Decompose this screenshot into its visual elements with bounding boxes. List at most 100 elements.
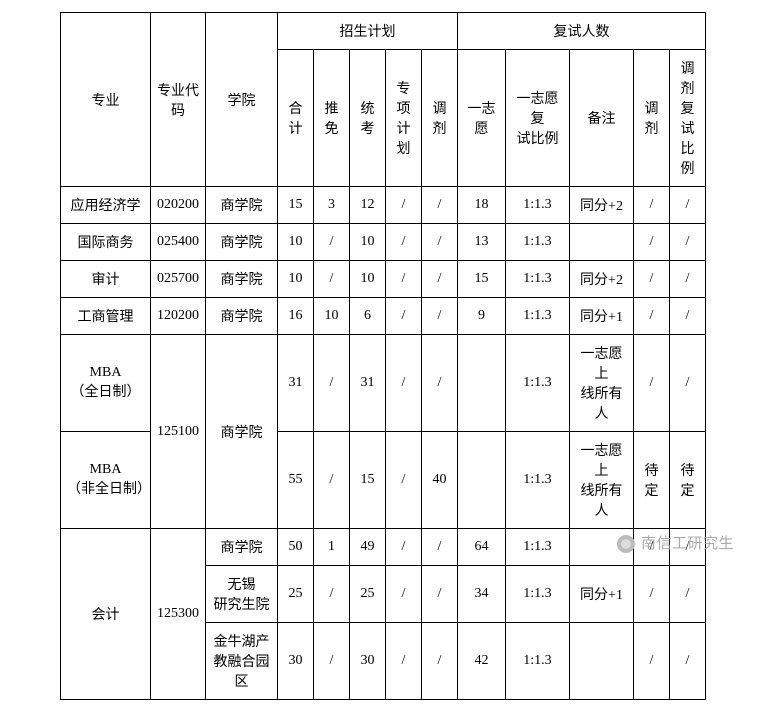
table-cell: 40	[422, 432, 458, 529]
table-cell: /	[422, 298, 458, 335]
table-cell: 金牛湖产教融合园区	[206, 623, 278, 700]
table-cell: 工商管理	[61, 298, 151, 335]
table-cell: 10	[350, 261, 386, 298]
th-remark: 备注	[570, 50, 634, 187]
table-cell: 应用经济学	[61, 187, 151, 224]
table-cell: 25	[350, 566, 386, 623]
table-cell: 国际商务	[61, 224, 151, 261]
table-cell: /	[670, 298, 706, 335]
table-cell: /	[670, 187, 706, 224]
table-cell: 15	[458, 261, 506, 298]
table-cell: /	[670, 224, 706, 261]
table-cell: /	[386, 566, 422, 623]
table-cell: 商学院	[206, 529, 278, 566]
table-cell: 15	[350, 432, 386, 529]
table-cell: /	[386, 261, 422, 298]
table-cell: 会计	[61, 529, 151, 700]
table-cell: 商学院	[206, 224, 278, 261]
table-cell: 一志愿上线所有人	[570, 432, 634, 529]
th-plan: 招生计划	[278, 13, 458, 50]
th-adjust: 调剂	[634, 50, 670, 187]
table-cell: /	[314, 224, 350, 261]
table-cell: 1:1.3	[506, 335, 570, 432]
table-cell	[570, 224, 634, 261]
th-major: 专业	[61, 13, 151, 187]
table-cell: /	[422, 224, 458, 261]
table-cell: 31	[350, 335, 386, 432]
table-cell: /	[386, 187, 422, 224]
table-cell: 商学院	[206, 335, 278, 529]
table-cell: 10	[314, 298, 350, 335]
table-cell: 15	[278, 187, 314, 224]
table-cell: 125300	[151, 529, 206, 700]
table-cell: 待定	[634, 432, 670, 529]
table-cell: 同分+2	[570, 261, 634, 298]
table-cell: 待定	[670, 432, 706, 529]
table-cell	[458, 432, 506, 529]
table-cell: 商学院	[206, 187, 278, 224]
table-cell: /	[314, 566, 350, 623]
table-cell: 30	[350, 623, 386, 700]
table-cell: /	[634, 298, 670, 335]
table-row: 会计125300商学院50149//641:1.3//	[61, 529, 706, 566]
th-plan-total: 合 计	[278, 50, 314, 187]
th-plan-adjust: 调剂	[422, 50, 458, 187]
th-plan-special: 专项计划	[386, 50, 422, 187]
table-cell: 020200	[151, 187, 206, 224]
table-cell: /	[634, 623, 670, 700]
table-cell: 31	[278, 335, 314, 432]
table-cell: 9	[458, 298, 506, 335]
table-cell: /	[422, 187, 458, 224]
table-cell: 无锡研究生院	[206, 566, 278, 623]
table-row: MBA（全日制）125100商学院31/31//1:1.3一志愿上线所有人//	[61, 335, 706, 432]
table-cell: 一志愿上线所有人	[570, 335, 634, 432]
table-cell: /	[670, 261, 706, 298]
table-cell: 1:1.3	[506, 187, 570, 224]
table-cell: /	[386, 224, 422, 261]
table-cell: /	[670, 566, 706, 623]
th-retest: 复试人数	[458, 13, 706, 50]
table-cell: MBA（非全日制）	[61, 432, 151, 529]
table-cell: /	[634, 335, 670, 432]
table-cell: 18	[458, 187, 506, 224]
th-college: 学院	[206, 13, 278, 187]
table-cell: 1:1.3	[506, 298, 570, 335]
table-cell: /	[422, 566, 458, 623]
table-cell: 120200	[151, 298, 206, 335]
table-cell: 30	[278, 623, 314, 700]
table-cell: 1:1.3	[506, 261, 570, 298]
table-cell: 16	[278, 298, 314, 335]
table-cell: 64	[458, 529, 506, 566]
table-cell: /	[422, 529, 458, 566]
table-cell: 42	[458, 623, 506, 700]
table-cell: /	[314, 623, 350, 700]
wechat-icon	[617, 535, 635, 553]
table-cell: 6	[350, 298, 386, 335]
table-cell: 025400	[151, 224, 206, 261]
th-first-ratio: 一志愿复试比例	[506, 50, 570, 187]
table-cell: 13	[458, 224, 506, 261]
table-cell: /	[386, 623, 422, 700]
table-cell: /	[314, 261, 350, 298]
table-cell: /	[670, 335, 706, 432]
table-cell: 125100	[151, 335, 206, 529]
table-row: 工商管理120200商学院16106//91:1.3同分+1//	[61, 298, 706, 335]
table-cell: 审计	[61, 261, 151, 298]
table-cell: /	[386, 432, 422, 529]
table-cell: 10	[278, 224, 314, 261]
table-cell: /	[314, 335, 350, 432]
table-cell: 10	[278, 261, 314, 298]
table-cell: /	[314, 432, 350, 529]
table-cell: 商学院	[206, 298, 278, 335]
th-plan-exam: 统考	[350, 50, 386, 187]
table-row: 应用经济学020200商学院15312//181:1.3同分+2//	[61, 187, 706, 224]
table-cell: 50	[278, 529, 314, 566]
table-cell: 34	[458, 566, 506, 623]
watermark-text: 南信工研究生	[641, 535, 734, 552]
th-plan-exempt: 推免	[314, 50, 350, 187]
table-cell: 1:1.3	[506, 529, 570, 566]
table-cell: /	[670, 623, 706, 700]
table-cell: 1:1.3	[506, 224, 570, 261]
table-cell: 25	[278, 566, 314, 623]
table-cell: /	[386, 335, 422, 432]
